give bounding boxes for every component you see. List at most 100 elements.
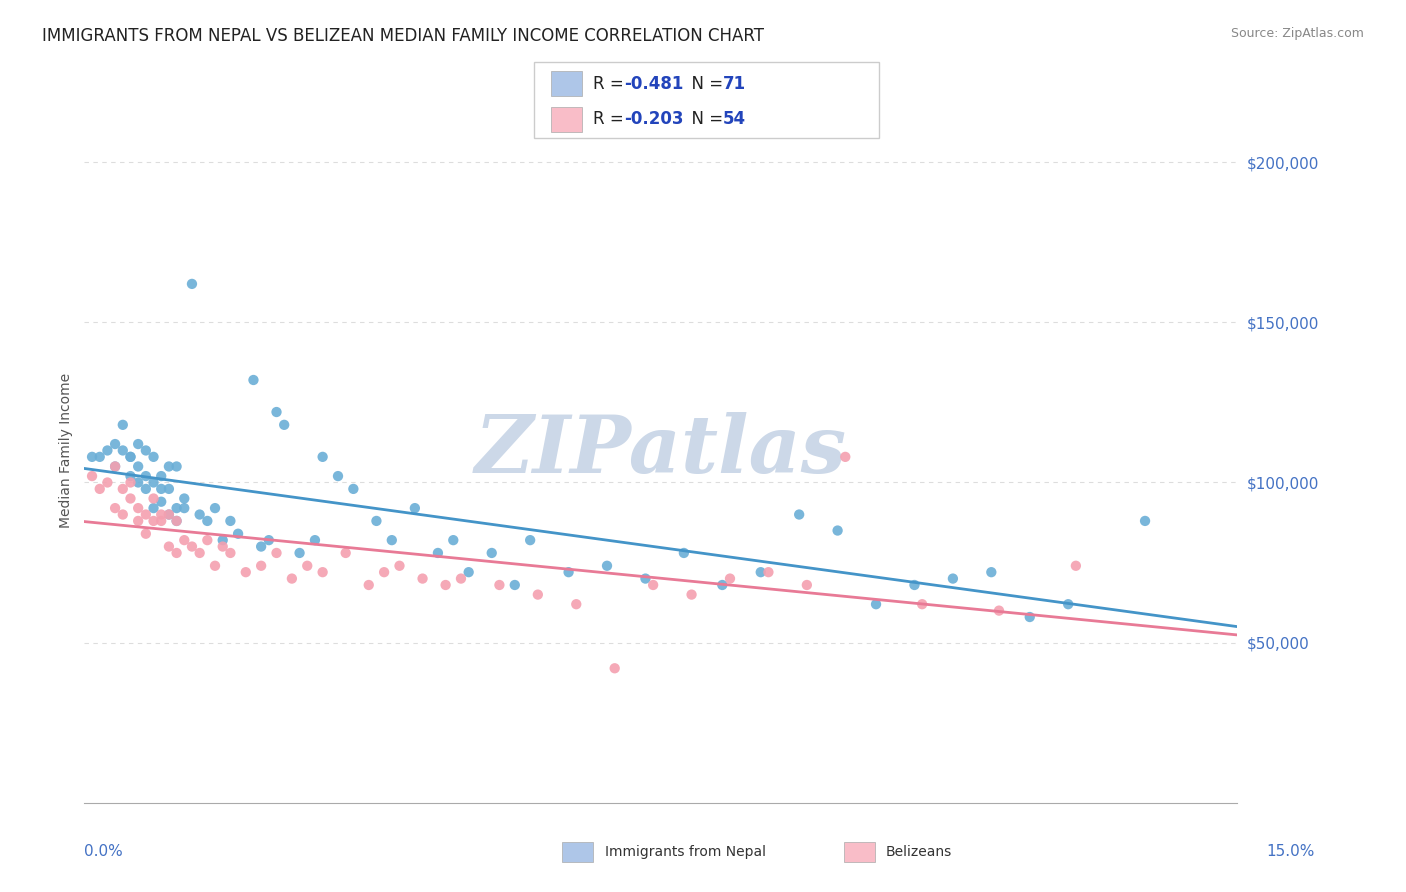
Point (142, 491, 165, 506)
Point (80, 469, 103, 483)
Point (335, 546, 357, 560)
Point (388, 558, 411, 573)
Point (80, 450, 103, 464)
Point (157, 540, 180, 554)
Point (503, 578, 526, 592)
Point (450, 572, 472, 586)
Point (111, 508, 134, 522)
Point (135, 482, 157, 496)
Text: -0.203: -0.203 (624, 111, 683, 128)
Point (1057, 597, 1080, 611)
Point (142, 475, 165, 490)
Point (173, 501, 195, 516)
Point (166, 514, 188, 528)
Text: 15.0%: 15.0% (1267, 845, 1315, 859)
Point (181, 540, 204, 554)
Point (157, 482, 180, 496)
Point (127, 437, 149, 451)
Point (157, 508, 180, 522)
Point (204, 558, 226, 573)
Text: Belizeans: Belizeans (886, 845, 952, 859)
Point (326, 469, 349, 483)
Point (434, 578, 457, 592)
Point (366, 514, 388, 528)
Point (195, 514, 218, 528)
Point (142, 514, 165, 528)
Point (787, 508, 810, 522)
Point (519, 533, 541, 548)
Point (557, 565, 579, 579)
Point (89, 482, 111, 496)
Point (104, 501, 127, 516)
Point (166, 514, 188, 528)
Point (120, 469, 142, 483)
Point (226, 526, 249, 541)
Point (204, 501, 226, 516)
Point (242, 373, 264, 387)
Point (235, 565, 257, 579)
Point (565, 597, 588, 611)
Y-axis label: Median Family Income: Median Family Income (59, 373, 73, 528)
Text: 54: 54 (723, 111, 745, 128)
Point (150, 469, 173, 483)
Point (150, 508, 173, 522)
Point (188, 508, 211, 522)
Point (120, 450, 142, 464)
Point (643, 578, 665, 592)
Point (488, 578, 510, 592)
Text: -0.481: -0.481 (624, 75, 683, 93)
Point (980, 565, 1002, 579)
Point (120, 491, 142, 506)
Text: 71: 71 (723, 75, 745, 93)
Point (634, 572, 657, 586)
Point (311, 565, 333, 579)
Point (288, 546, 311, 560)
Point (104, 459, 127, 474)
Point (142, 450, 165, 464)
Text: ZIPatlas: ZIPatlas (475, 412, 846, 489)
Point (111, 417, 134, 432)
Point (381, 533, 404, 548)
Point (903, 578, 925, 592)
Point (96, 443, 118, 458)
Point (96, 475, 118, 490)
Point (127, 459, 149, 474)
Text: 0.0%: 0.0% (84, 845, 124, 859)
Point (166, 546, 188, 560)
Text: R =: R = (593, 111, 630, 128)
Point (104, 459, 127, 474)
Point (195, 533, 218, 548)
Point (157, 508, 180, 522)
Point (135, 469, 157, 483)
Point (681, 588, 703, 602)
Point (596, 558, 619, 573)
Point (188, 546, 211, 560)
Point (111, 482, 134, 496)
Point (441, 533, 464, 548)
Point (250, 558, 273, 573)
Point (173, 491, 195, 506)
Point (297, 558, 319, 573)
Point (150, 494, 173, 508)
Text: Source: ZipAtlas.com: Source: ZipAtlas.com (1230, 27, 1364, 40)
Point (527, 588, 550, 602)
Point (1064, 558, 1087, 573)
Point (120, 475, 142, 490)
Point (257, 533, 280, 548)
Point (281, 572, 304, 586)
Point (457, 565, 479, 579)
Point (120, 450, 142, 464)
Text: N =: N = (681, 111, 728, 128)
Point (250, 540, 273, 554)
Point (111, 443, 134, 458)
Point (181, 277, 204, 291)
Text: IMMIGRANTS FROM NEPAL VS BELIZEAN MEDIAN FAMILY INCOME CORRELATION CHART: IMMIGRANTS FROM NEPAL VS BELIZEAN MEDIAN… (42, 27, 765, 45)
Point (211, 533, 233, 548)
Point (1018, 610, 1040, 624)
Point (266, 546, 288, 560)
Point (942, 572, 965, 586)
Point (373, 565, 395, 579)
Point (865, 597, 887, 611)
Point (426, 546, 449, 560)
Point (273, 417, 295, 432)
